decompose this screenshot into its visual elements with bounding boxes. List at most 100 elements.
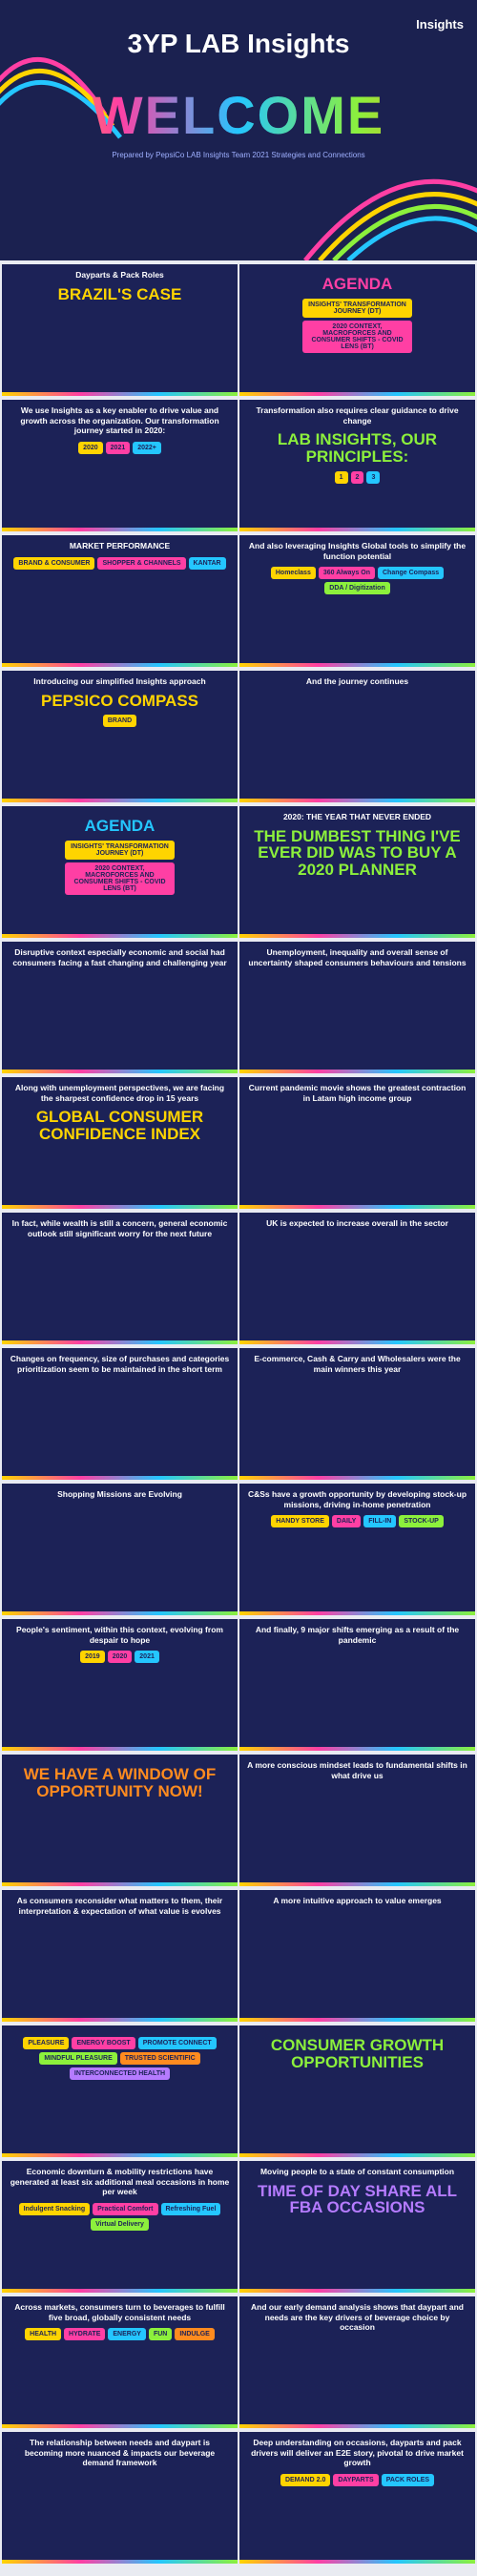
slide-stripe xyxy=(2,392,238,396)
slide-tile: And finally, 9 major shifts emerging as … xyxy=(239,1619,475,1751)
slide-tile: Disruptive context especially economic a… xyxy=(2,942,238,1073)
slide-heading: TIME OF DAY SHARE ALL FBA OCCASIONS xyxy=(257,2181,458,2217)
slide-heading: WE HAVE A WINDOW OF OPPORTUNITY NOW! xyxy=(23,1765,217,1800)
slide-tile: As consumers reconsider what matters to … xyxy=(2,1890,238,2022)
slide-stripe xyxy=(239,2424,475,2428)
slide-stripe xyxy=(239,528,475,531)
slide-tile: CONSUMER GROWTH OPPORTUNITIES xyxy=(239,2025,475,2157)
slide-title: C&Ss have a growth opportunity by develo… xyxy=(247,1489,467,1509)
slide-tile: E-commerce, Cash & Carry and Wholesalers… xyxy=(239,1348,475,1480)
slide-tile: Dayparts & Pack Roles BRAZIL'S CASE xyxy=(2,264,238,396)
slide-stripe xyxy=(2,799,238,802)
slide-title: Transformation also requires clear guida… xyxy=(256,405,459,426)
slide-title: Shopping Missions are Evolving xyxy=(57,1489,182,1499)
slide-stripe xyxy=(2,1205,238,1209)
slide-tile: Shopping Missions are Evolving xyxy=(2,1484,238,1615)
slide-tile: In fact, while wealth is still a concern… xyxy=(2,1213,238,1344)
slide-tile: And also leveraging Insights Global tool… xyxy=(239,535,475,667)
slide-item: DAYPARTS xyxy=(333,2473,379,2486)
slide-stripe xyxy=(2,2289,238,2293)
slide-item: ENERGY xyxy=(108,2328,146,2341)
slide-title: Disruptive context especially economic a… xyxy=(12,947,227,967)
slide-stripe xyxy=(2,1476,238,1480)
slide-title: MARKET PERFORMANCE xyxy=(69,541,171,551)
slide-stripe xyxy=(2,1747,238,1751)
header-title: 3YP LAB Insights xyxy=(127,29,350,58)
slide-title: Across markets, consumers turn to bevera… xyxy=(14,2302,225,2322)
slide-items: 2020 2021 2022+ xyxy=(10,441,230,454)
slide-item: SHOPPER & CHANNELS xyxy=(97,556,186,570)
slide-items: INSIGHTS' TRANSFORMATION JOURNEY (DT) 202… xyxy=(10,840,230,895)
slide-title: A more intuitive approach to value emerg… xyxy=(273,1896,442,1905)
slide-title: Current pandemic movie shows the greates… xyxy=(248,1083,467,1103)
slide-items: HEALTH HYDRATE ENERGY FUN INDULGE xyxy=(10,2328,230,2341)
header: Insights 3YP LAB Insights WELCOME Prepar… xyxy=(0,0,477,260)
slide-items: Homeclass 360 Always On Change Compass DDA … xyxy=(247,567,467,595)
slide-item: BRAND & CONSUMER xyxy=(13,556,95,570)
slide-item: 2020 CONTEXT, MACROFORCES AND CONSUMER S… xyxy=(65,862,175,895)
slide-tile: UK is expected to increase overall in th… xyxy=(239,1213,475,1344)
slide-tile: Unemployment, inequality and overall sen… xyxy=(239,942,475,1073)
slide-tile: Deep understanding on occasions, daypart… xyxy=(239,2432,475,2564)
slide-tile: MARKET PERFORMANCE BRAND & CONSUMER SHOPPE… xyxy=(2,535,238,667)
slide-heading: CONSUMER GROWTH OPPORTUNITIES xyxy=(270,2036,445,2071)
slide-title: And the journey continues xyxy=(305,676,409,686)
slide-tile: 2020: THE YEAR THAT NEVER ENDED THE DUMBE… xyxy=(239,806,475,938)
slide-tile: Transformation also requires clear guida… xyxy=(239,400,475,531)
slide-item: HYDRATE xyxy=(64,2328,106,2341)
slide-title: And finally, 9 major shifts emerging as … xyxy=(255,1625,460,1645)
slide-items: HANDY STORE DAILY FILL-IN STOCK-UP xyxy=(247,1515,467,1528)
slide-item: HANDY STORE xyxy=(271,1515,329,1528)
slide-tile: WE HAVE A WINDOW OF OPPORTUNITY NOW! xyxy=(2,1755,238,1886)
slide-stripe xyxy=(2,2560,238,2564)
slide-item: Practical Comfort xyxy=(93,2202,158,2215)
slide-item: MINDFUL PLEASURE xyxy=(39,2052,117,2065)
slide-item: STOCK-UP xyxy=(399,1515,444,1528)
slide-title: People's sentiment, within this context,… xyxy=(16,1625,223,1645)
slide-item: Change Compass xyxy=(378,567,445,580)
slide-tile: And the journey continues xyxy=(239,671,475,802)
slide-tile: Current pandemic movie shows the greates… xyxy=(239,1077,475,1209)
slide-title: Moving people to a state of constant con… xyxy=(259,2167,455,2176)
slide-tile: Changes on frequency, size of purchases … xyxy=(2,1348,238,1480)
slide-heading: BRAZIL'S CASE xyxy=(57,284,182,303)
slide-items: Indulgent Snacking Practical Comfort Refre… xyxy=(10,2202,230,2231)
slide-title: And also leveraging Insights Global tool… xyxy=(248,541,467,561)
slide-heading: GLOBAL CONSUMER CONFIDENCE INDEX xyxy=(35,1108,204,1144)
slide-stripe xyxy=(239,1340,475,1344)
slide-item: 2020 xyxy=(78,441,103,454)
slide-stripe xyxy=(2,528,238,531)
slide-items: DEMAND 2.0 DAYPARTS PACK ROLES xyxy=(247,2473,467,2486)
slide-item: PLEASURE xyxy=(23,2037,70,2049)
slide-item: TRUSTED SCIENTIFIC xyxy=(119,2052,200,2065)
slide-item: DDA / Digitization xyxy=(324,582,390,595)
slide-stripe xyxy=(239,1070,475,1073)
slide-title: Along with unemployment perspectives, we… xyxy=(14,1083,225,1103)
slide-item: 2021 xyxy=(105,441,131,454)
slide-item: Refreshing Fuel xyxy=(160,2202,221,2215)
slide-item: HEALTH xyxy=(25,2328,62,2341)
header-subtitle: Prepared by PepsiCo LAB Insights Team 20… xyxy=(112,151,365,159)
slide-stripe xyxy=(2,1882,238,1886)
slide-tile: PLEASURE ENERGY BOOST PROMOTE CONNECT MINDF… xyxy=(2,2025,238,2157)
slide-items: 2019 2020 2021 xyxy=(10,1651,230,1664)
slide-item: Virtual Delivery xyxy=(91,2217,149,2231)
slide-stripe xyxy=(239,2018,475,2022)
slide-item: ENERGY BOOST xyxy=(72,2037,135,2049)
slide-stripe xyxy=(239,2560,475,2564)
header-decoration xyxy=(0,56,477,260)
slide-stripe xyxy=(239,1611,475,1615)
slide-tile: C&Ss have a growth opportunity by develo… xyxy=(239,1484,475,1615)
slide-item: 2020 xyxy=(107,1651,133,1664)
slide-tile: Across markets, consumers turn to bevera… xyxy=(2,2296,238,2428)
slide-title: E-commerce, Cash & Carry and Wholesalers… xyxy=(254,1354,461,1374)
slide-heading: PEPSICO COMPASS xyxy=(41,691,198,710)
slide-title: Changes on frequency, size of purchases … xyxy=(10,1354,230,1374)
brand: Insights xyxy=(416,17,464,31)
slide-tile: AGENDA INSIGHTS' TRANSFORMATION JOURNEY (… xyxy=(2,806,238,938)
slide-item: INTERCONNECTED HEALTH xyxy=(69,2067,171,2080)
slide-heading: AGENDA xyxy=(321,275,393,293)
slide-tile: A more conscious mindset leads to fundam… xyxy=(239,1755,475,1886)
